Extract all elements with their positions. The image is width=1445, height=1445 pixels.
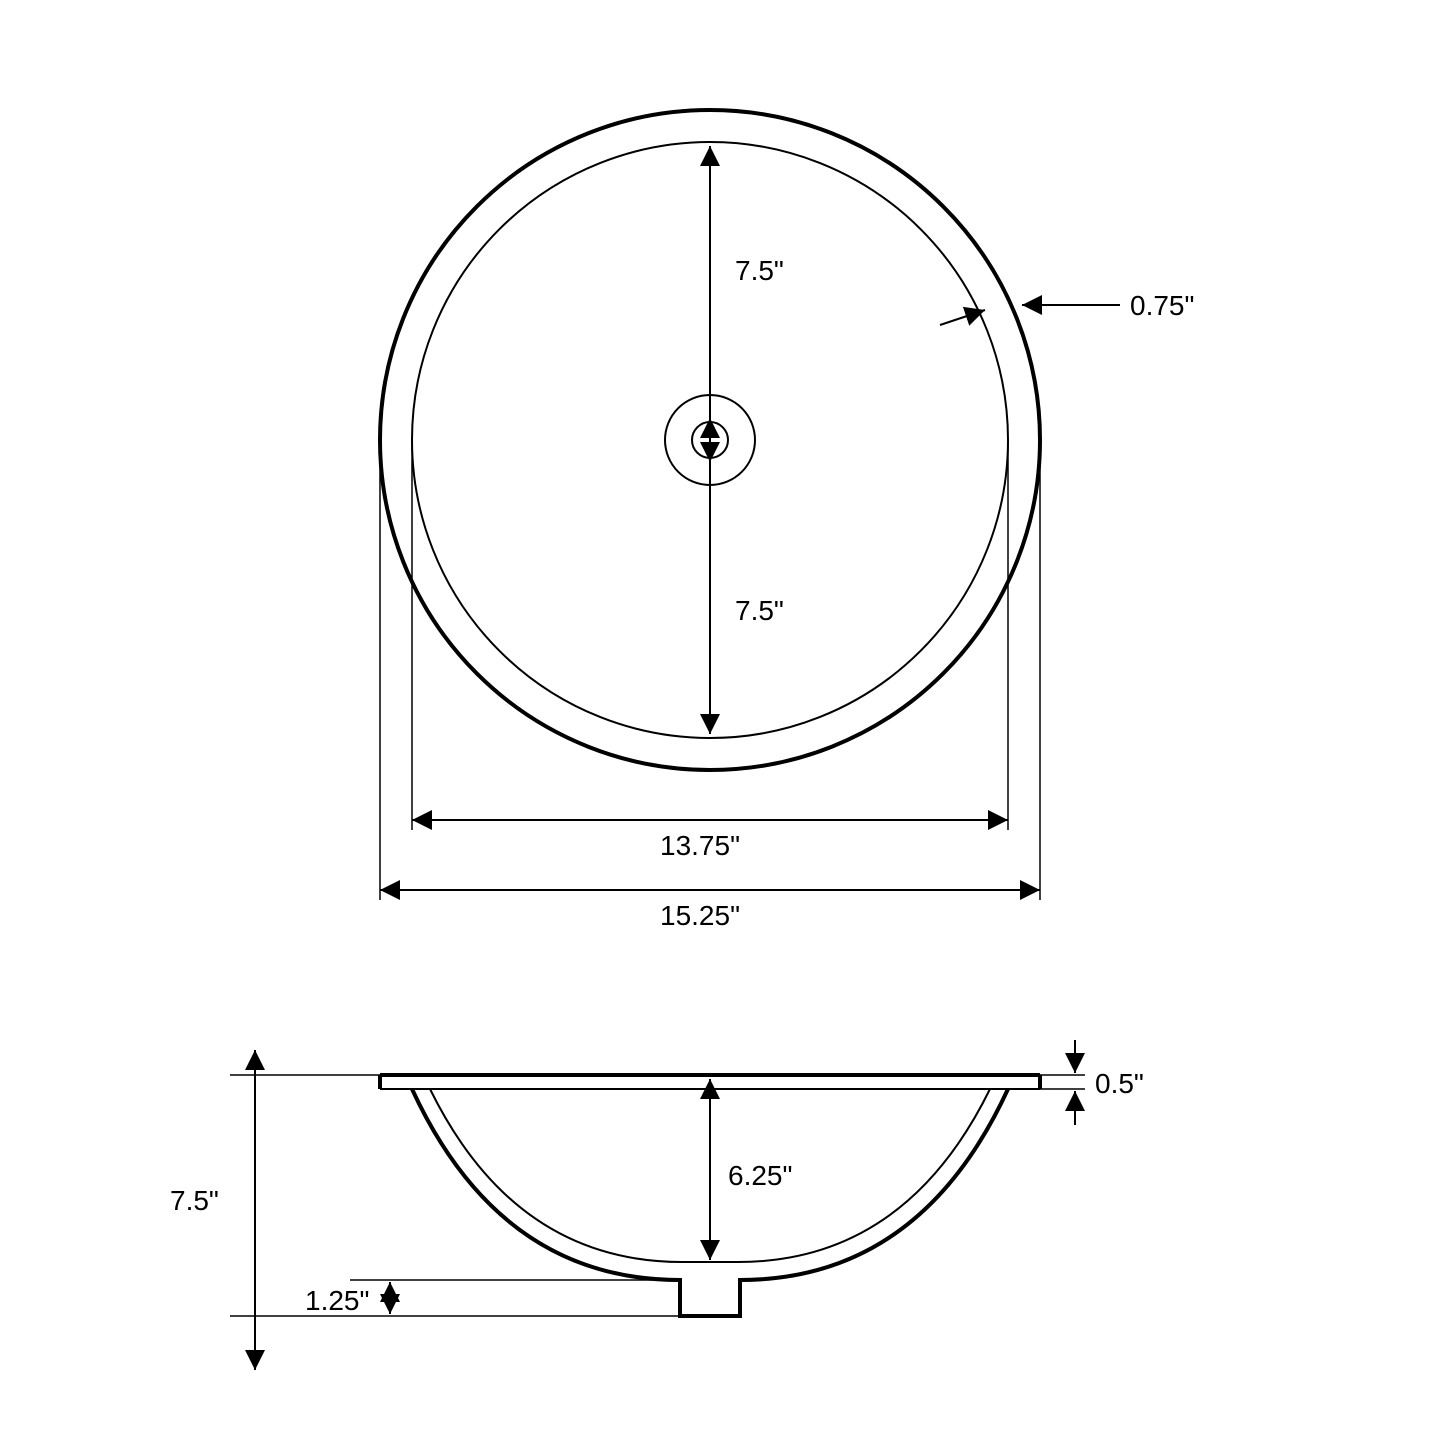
- rim-thickness-side: 0.5": [1040, 1040, 1144, 1125]
- drain-height-dim: 1.25": [305, 1280, 680, 1316]
- total-height-label: 7.5": [170, 1185, 219, 1216]
- outer-diameter-label: 15.25": [660, 900, 740, 931]
- inner-diameter-label: 13.75": [660, 830, 740, 861]
- sink-dimension-diagram: 7.5" 7.5" 0.75" 13.75" 15.25": [0, 0, 1445, 1445]
- radius-top-label: 7.5": [735, 255, 784, 286]
- radius-bottom-label: 7.5": [735, 595, 784, 626]
- drain-height-label: 1.25": [305, 1285, 369, 1316]
- side-view: 6.25" 7.5" 0.5" 1.25": [170, 1040, 1144, 1370]
- top-view: 7.5" 7.5" 0.75" 13.75" 15.25": [380, 110, 1194, 931]
- rim-thickness-label: 0.75": [1130, 290, 1194, 321]
- rim-side-label: 0.5": [1095, 1068, 1144, 1099]
- bowl-depth-label: 6.25": [728, 1160, 792, 1191]
- rim-thickness-dim: 0.75": [940, 290, 1194, 325]
